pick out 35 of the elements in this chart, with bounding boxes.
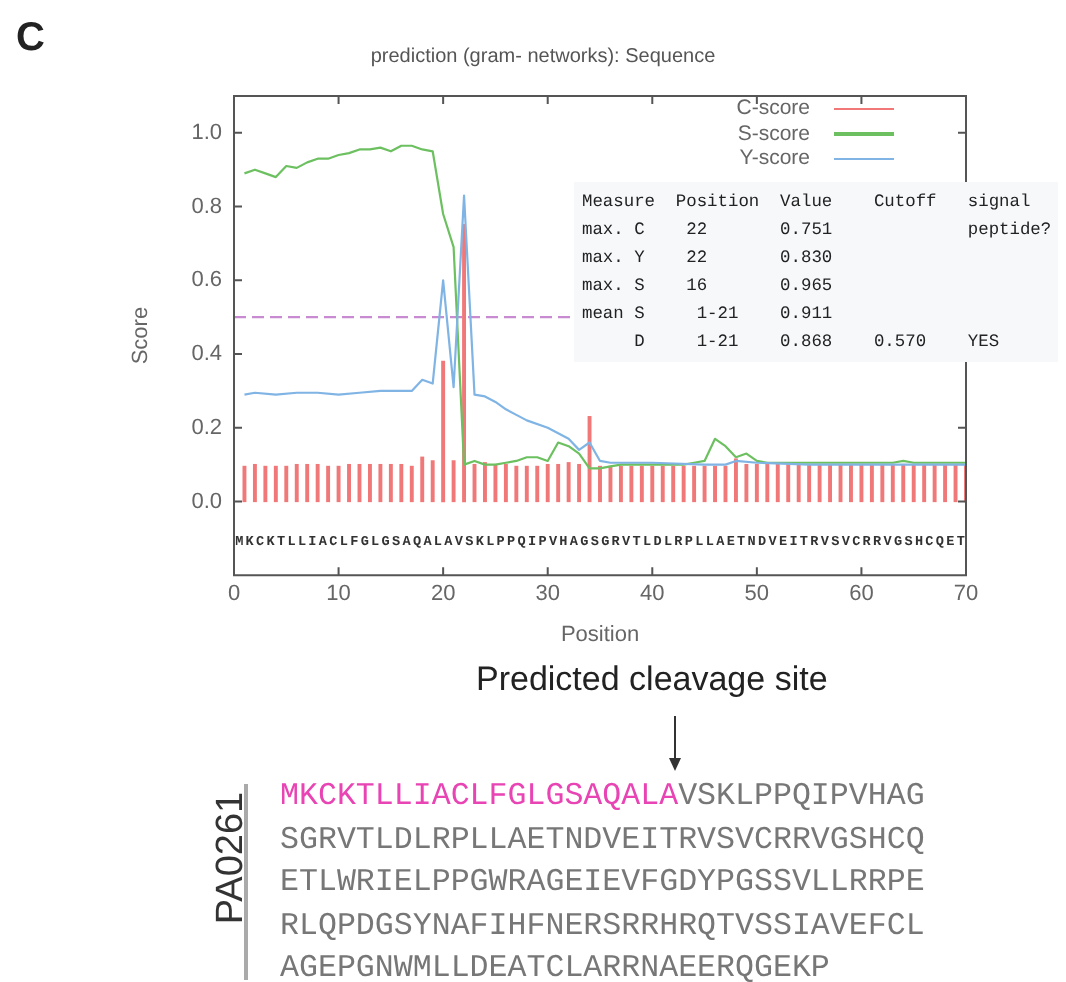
text: PA0261: [210, 789, 254, 928]
legend-label: S-score: [737, 121, 810, 146]
x-axis-title: Position: [560, 622, 640, 647]
text: C: [16, 16, 45, 62]
x-tick-label: 60: [849, 582, 874, 607]
y-tick-label: 0.6: [191, 268, 222, 293]
annotation: max. S 16 0.965: [582, 274, 835, 300]
y-tick-label: 1.0: [191, 120, 222, 145]
annotation: max. Y 22 0.830: [582, 246, 835, 272]
annotation: D 1-21 0.868 0.570 YES: [632, 330, 1002, 356]
annotation: mean S 1-21 0.911: [582, 302, 835, 328]
x-tick-label: 30: [535, 582, 560, 607]
y-axis-title: Score: [129, 306, 154, 365]
legend-label: Y-score: [739, 146, 810, 171]
text: Predicted cleavage site: [476, 660, 828, 700]
text: VSKLPPQIPVHAG: [678, 778, 925, 814]
annotation: max. C 22 0.751 peptide?: [582, 218, 1054, 244]
text: ETLWRIELPPGWRAGEIEVFGDYPGSSVLLRRPE: [280, 862, 925, 904]
y-tick-label: 0.8: [191, 194, 222, 219]
legend-label: C-score: [736, 96, 810, 121]
text: AGEPGNWMLLDEATCLARRNAEERQGEKP: [280, 948, 832, 982]
y-tick-label: 0.0: [191, 489, 222, 514]
chart-title: prediction (gram- networks): Sequence: [370, 45, 717, 68]
y-tick-label: 0.2: [191, 415, 222, 440]
x-tick-label: 50: [744, 582, 770, 607]
text: SGRVTLDLRPLLAETNDVEITRVSVCRRVGSHCQ: [280, 819, 925, 861]
x-tick-label: 10: [326, 582, 351, 607]
text: RLQPDGSYNAFIHFNERSRRHRQTVSSIAVEFCL: [280, 905, 925, 947]
x-tick-label: 0: [227, 582, 241, 607]
x-tick-label: 70: [953, 582, 979, 607]
annotation: Measure Position Value Cutoff signal: [582, 190, 1033, 216]
x-tick-label: 40: [640, 582, 665, 607]
text: MKCKTLLIACLFGLGSAQALA: [280, 778, 679, 814]
x-tick-label: 20: [430, 582, 456, 607]
y-tick-label: 0.4: [191, 342, 222, 367]
